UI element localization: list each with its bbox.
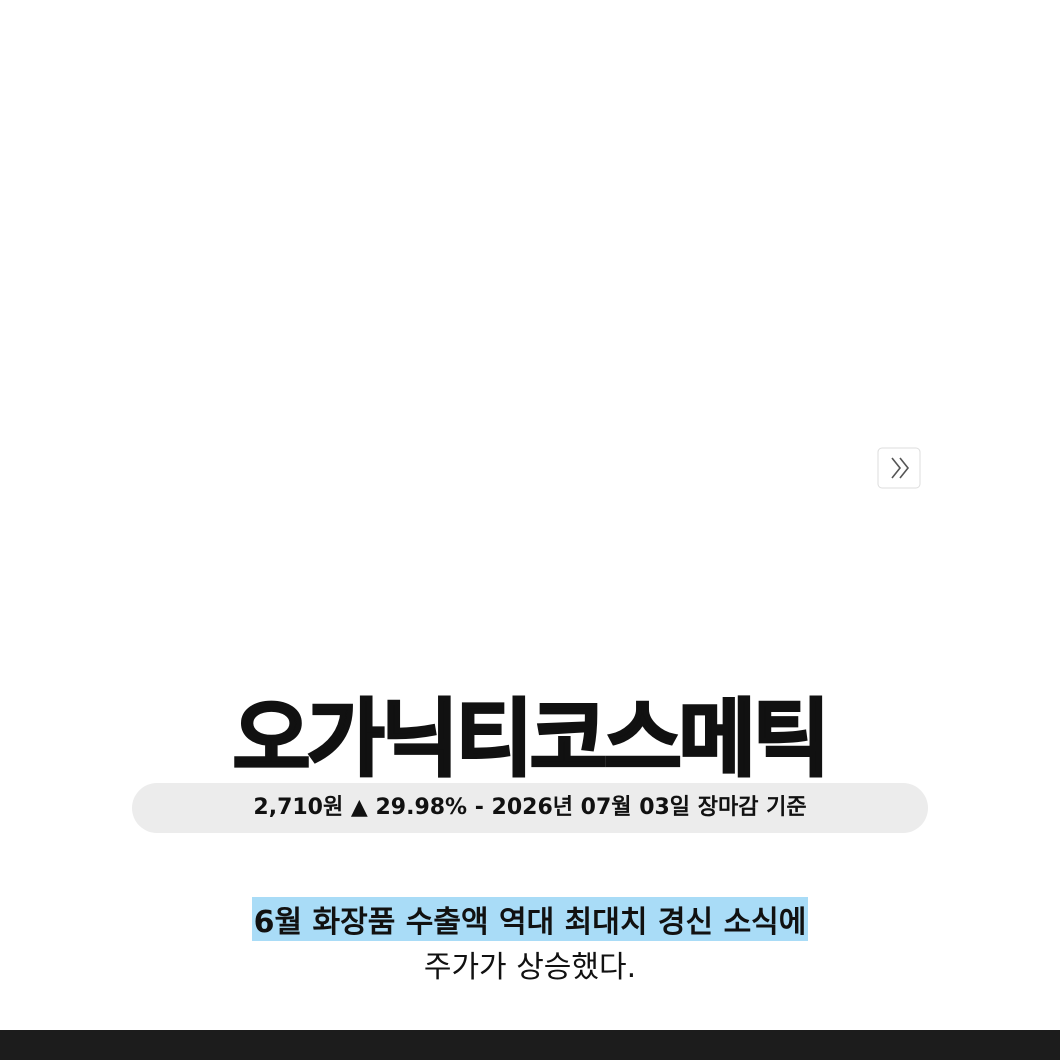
caption-highlight: 6월 화장품 수출액 역대 최대치 경신 소식에 [251,897,809,941]
footer-bar [0,1030,1060,1060]
caption-line: 6월 화장품 수출액 역대 최대치 경신 소식에 [0,897,1060,941]
headline: 오가닉티코스메틱 [231,689,831,790]
caption-line: 주가가 상승했다. [0,942,1060,986]
caption-text: 주가가 상승했다. [423,950,637,985]
chart: ?VOLUME?139,654 [877,447,921,489]
price-info: 2,710원 ▲ 29.98% - 2026년 07월 03일 장마감 기준 [132,783,928,833]
scroll-button[interactable] [877,447,921,489]
